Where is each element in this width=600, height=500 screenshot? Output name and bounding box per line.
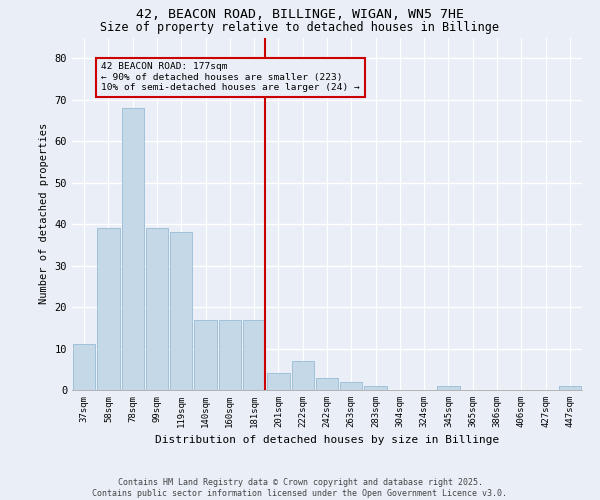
X-axis label: Distribution of detached houses by size in Billinge: Distribution of detached houses by size …	[155, 436, 499, 446]
Bar	[437, 386, 460, 390]
Text: 42, BEACON ROAD, BILLINGE, WIGAN, WN5 7HE: 42, BEACON ROAD, BILLINGE, WIGAN, WN5 7H…	[136, 8, 464, 20]
Bar	[122, 108, 144, 390]
Bar	[170, 232, 193, 390]
Bar	[73, 344, 95, 390]
Bar	[292, 361, 314, 390]
Text: 42 BEACON ROAD: 177sqm
← 90% of detached houses are smaller (223)
10% of semi-de: 42 BEACON ROAD: 177sqm ← 90% of detached…	[101, 62, 360, 92]
Bar	[146, 228, 168, 390]
Bar	[97, 228, 119, 390]
Bar	[218, 320, 241, 390]
Text: Contains HM Land Registry data © Crown copyright and database right 2025.
Contai: Contains HM Land Registry data © Crown c…	[92, 478, 508, 498]
Y-axis label: Number of detached properties: Number of detached properties	[39, 123, 49, 304]
Bar	[559, 386, 581, 390]
Bar	[364, 386, 387, 390]
Bar	[194, 320, 217, 390]
Bar	[243, 320, 265, 390]
Bar	[316, 378, 338, 390]
Bar	[267, 374, 290, 390]
Text: Size of property relative to detached houses in Billinge: Size of property relative to detached ho…	[101, 21, 499, 34]
Bar	[340, 382, 362, 390]
